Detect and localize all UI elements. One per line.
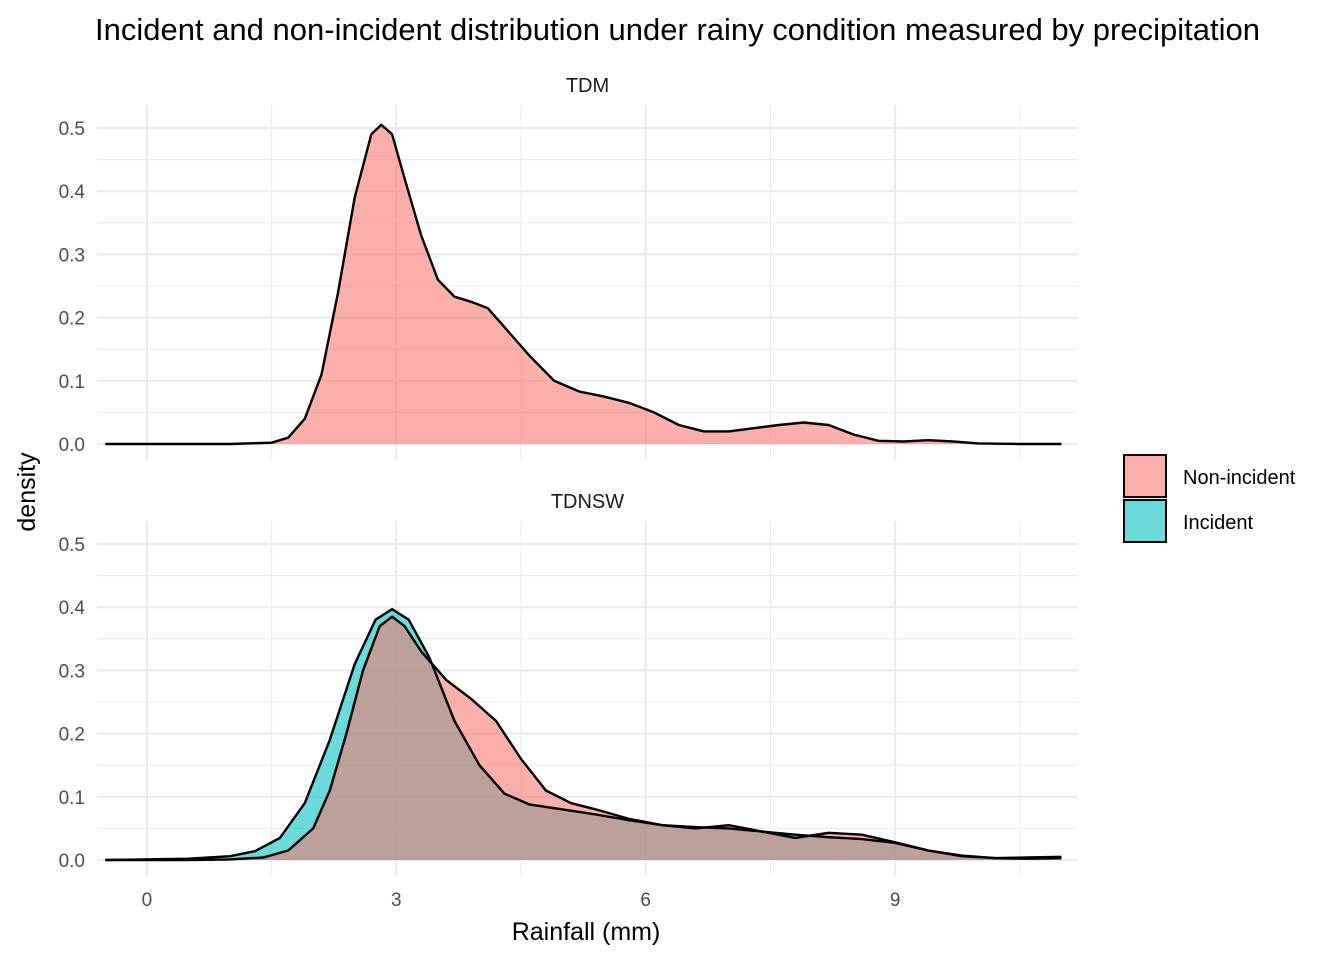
y-tick-label: 0.3 (59, 245, 85, 266)
y-tick-label: 0.3 (59, 661, 85, 682)
legend-label: Non-incident (1183, 467, 1296, 489)
legend-swatch (1123, 454, 1167, 498)
y-tick-label: 0.5 (59, 119, 85, 140)
density-area-non-incident (105, 616, 1062, 860)
x-tick-label: 6 (640, 890, 651, 911)
panel-tdm: TDM 0.0 0.1 0.2 0.3 0.4 0.5 (59, 75, 1078, 460)
y-tick-label: 0.1 (59, 372, 85, 393)
x-tick-label: 3 (391, 890, 402, 911)
density-line-non-incident (105, 615, 1062, 862)
y-tick-label: 0.5 (59, 535, 85, 556)
y-tick-label: 0.0 (59, 851, 85, 872)
legend-swatch (1123, 499, 1167, 543)
y-tick-label: 0.4 (59, 182, 86, 203)
chart-title: Incident and non-incident distribution u… (95, 12, 1260, 47)
y-tick-label: 0.1 (59, 788, 85, 809)
y-axis-title: density (13, 452, 41, 532)
y-tick-label: 0.2 (59, 309, 85, 330)
panel-tdnsw: TDNSW 0.0 0.1 0.2 0.3 0.4 0.5 (59, 491, 1078, 876)
density-area-non-incident (105, 124, 1062, 445)
density-line-non-incident (105, 123, 1062, 446)
x-tick-label: 0 (142, 890, 153, 911)
panel-strip-label: TDM (566, 75, 609, 97)
panel-strip-label: TDNSW (551, 491, 624, 513)
x-axis-title: Rainfall (mm) (512, 918, 661, 946)
y-tick-label: 0.2 (59, 725, 85, 746)
y-tick-label: 0.4 (59, 598, 86, 619)
x-tick-label: 9 (890, 890, 901, 911)
legend: Non-incident Incident (1123, 454, 1296, 543)
y-tick-label: 0.0 (59, 435, 85, 456)
legend-label: Incident (1183, 512, 1253, 534)
density-line-incident (105, 607, 1062, 862)
x-axis: 0 3 6 9 (142, 890, 901, 911)
